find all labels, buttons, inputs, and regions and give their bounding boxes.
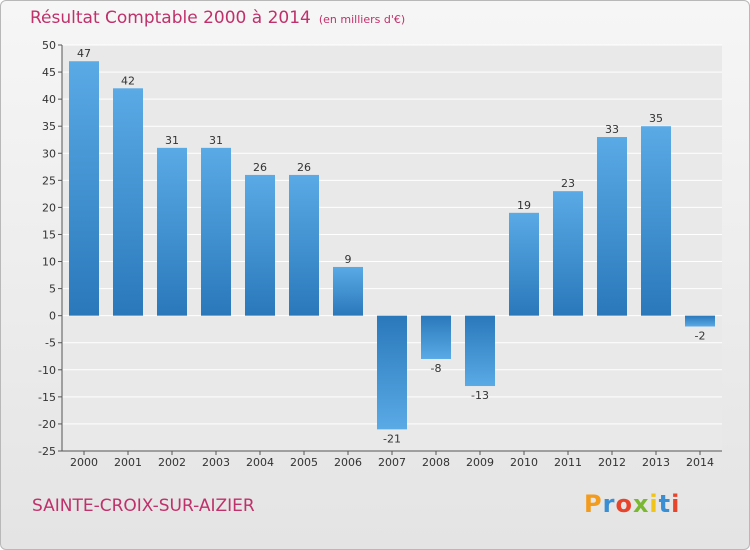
bar (685, 315, 715, 327)
data-label: 26 (253, 161, 267, 174)
bar (597, 137, 627, 316)
bar (509, 212, 539, 316)
x-tick-label: 2013 (642, 456, 670, 469)
y-tick-label: 25 (42, 174, 56, 187)
x-tick-label: 2008 (422, 456, 450, 469)
y-tick-label: 10 (42, 256, 56, 269)
bar (553, 191, 583, 316)
bar (641, 126, 671, 316)
chart-title: Résultat Comptable 2000 à 2014 (en millie… (30, 8, 405, 28)
x-tick-label: 2010 (510, 456, 538, 469)
bar (333, 266, 363, 316)
y-tick-label: 30 (42, 147, 56, 160)
x-tick-label: 2009 (466, 456, 494, 469)
data-label: 31 (165, 134, 179, 147)
x-tick-label: 2001 (114, 456, 142, 469)
y-tick-label: 45 (42, 66, 56, 79)
place-name: SAINTE-CROIX-SUR-AIZIER (32, 496, 255, 516)
unit-note: (en milliers d'€) (318, 13, 406, 26)
data-label: -2 (695, 329, 706, 342)
x-tick-label: 2007 (378, 456, 406, 469)
bar (157, 147, 187, 316)
bar (377, 315, 407, 430)
bar (421, 315, 451, 359)
y-tick-label: -20 (38, 418, 56, 431)
x-tick-label: 2014 (686, 456, 714, 469)
data-label: 19 (517, 199, 531, 212)
y-tick-label: -25 (38, 445, 56, 458)
x-tick-label: 2003 (202, 456, 230, 469)
y-tick-label: 5 (49, 283, 56, 296)
bar (245, 174, 275, 316)
proxiti-logo: Proxiti (584, 490, 680, 518)
x-tick-label: 2005 (290, 456, 318, 469)
data-label: 33 (605, 123, 619, 136)
x-tick-label: 2012 (598, 456, 626, 469)
data-label: 47 (77, 47, 91, 60)
x-tick-label: 2011 (554, 456, 582, 469)
bar (289, 174, 319, 316)
y-tick-label: 40 (42, 93, 56, 106)
y-tick-label: 15 (42, 228, 56, 241)
bar (201, 147, 231, 316)
y-tick-label: -15 (38, 391, 56, 404)
bar (113, 88, 143, 316)
x-tick-label: 2006 (334, 456, 362, 469)
data-label: 9 (345, 253, 352, 266)
y-tick-label: 20 (42, 201, 56, 214)
chart-title-text: Résultat Comptable 2000 à 2014 (30, 8, 311, 28)
data-label: -8 (431, 362, 442, 375)
x-tick-label: 2002 (158, 456, 186, 469)
data-label: 23 (561, 177, 575, 190)
proxiti-logo-text: Proxiti (584, 490, 681, 518)
data-label: -21 (383, 432, 401, 445)
x-tick-label: 2004 (246, 456, 274, 469)
y-tick-label: -5 (45, 337, 56, 350)
data-label: 26 (297, 161, 311, 174)
bar (69, 61, 99, 316)
y-tick-label: 35 (42, 120, 56, 133)
data-label: 31 (209, 134, 223, 147)
data-label: -13 (471, 389, 489, 402)
y-tick-label: -10 (38, 364, 56, 377)
y-tick-label: 50 (42, 39, 56, 52)
data-label: 42 (121, 74, 135, 87)
data-label: 35 (649, 112, 663, 125)
y-tick-label: 0 (49, 310, 56, 323)
bar (465, 315, 495, 387)
x-tick-label: 2000 (70, 456, 98, 469)
